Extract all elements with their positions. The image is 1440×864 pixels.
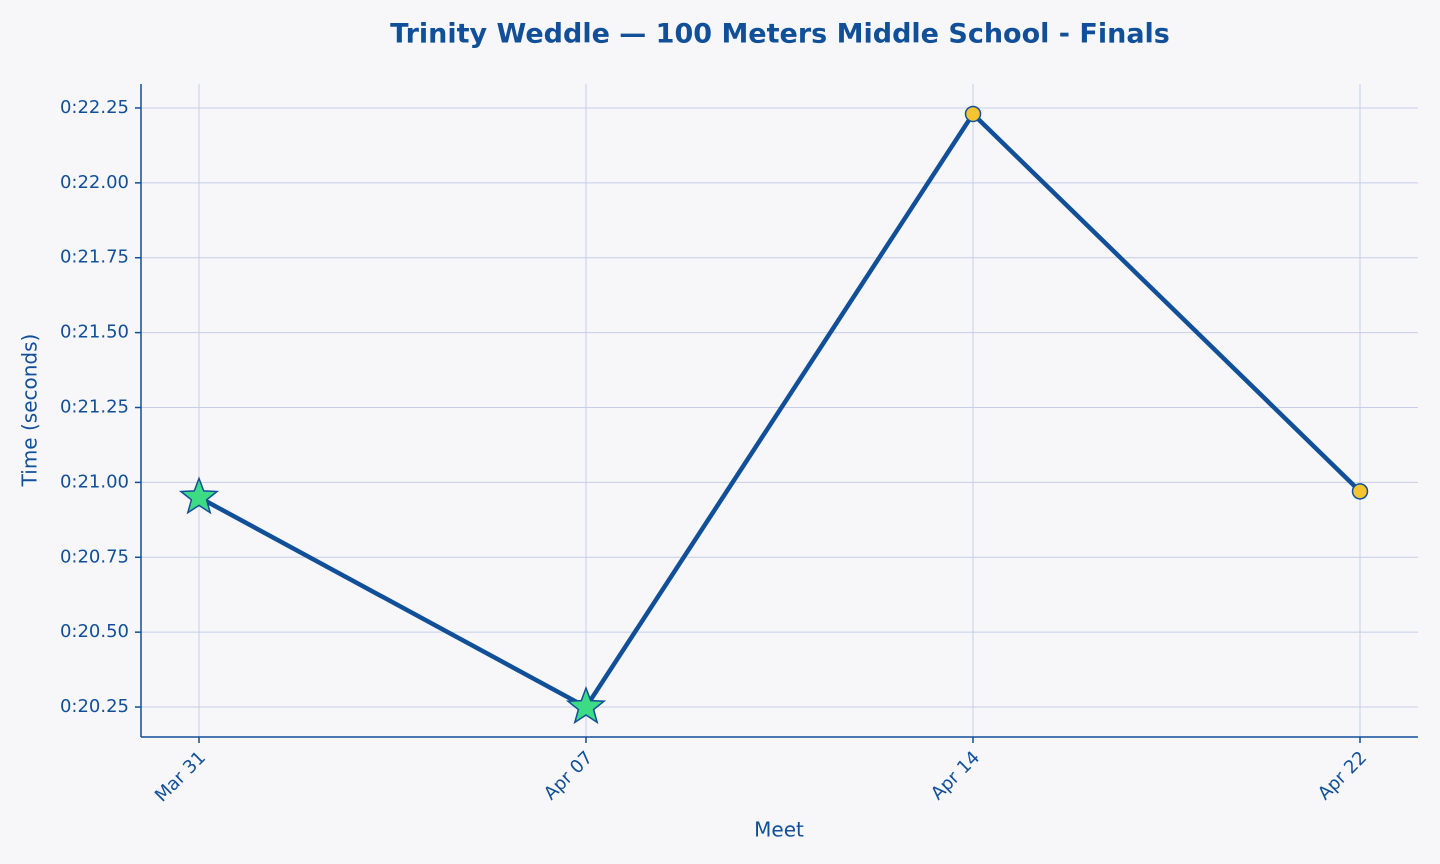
chart-title: Trinity Weddle — 100 Meters Middle Schoo… xyxy=(390,19,1170,50)
plot xyxy=(178,105,1369,725)
y-tick-label: 0:21.75 xyxy=(60,247,129,268)
y-tick-label: 0:22.00 xyxy=(60,172,129,193)
point-marker xyxy=(964,105,982,123)
y-axis-label: Time (seconds) xyxy=(18,334,42,488)
y-tick-label: 0:20.75 xyxy=(60,546,129,567)
y-tick-label: 0:21.00 xyxy=(60,471,129,492)
star-marker xyxy=(565,685,607,725)
data-line xyxy=(197,111,1362,710)
y-tick-label: 0:20.25 xyxy=(60,696,129,717)
y-tick-label: 0:22.25 xyxy=(60,97,129,118)
point-marker xyxy=(1351,483,1369,500)
y-tick-label: 0:21.50 xyxy=(60,322,129,343)
y-tick-label: 0:20.50 xyxy=(60,621,129,642)
x-axis-label: Meet xyxy=(754,818,804,842)
star-marker xyxy=(178,476,220,515)
y-tick-label: 0:21.25 xyxy=(60,397,129,418)
